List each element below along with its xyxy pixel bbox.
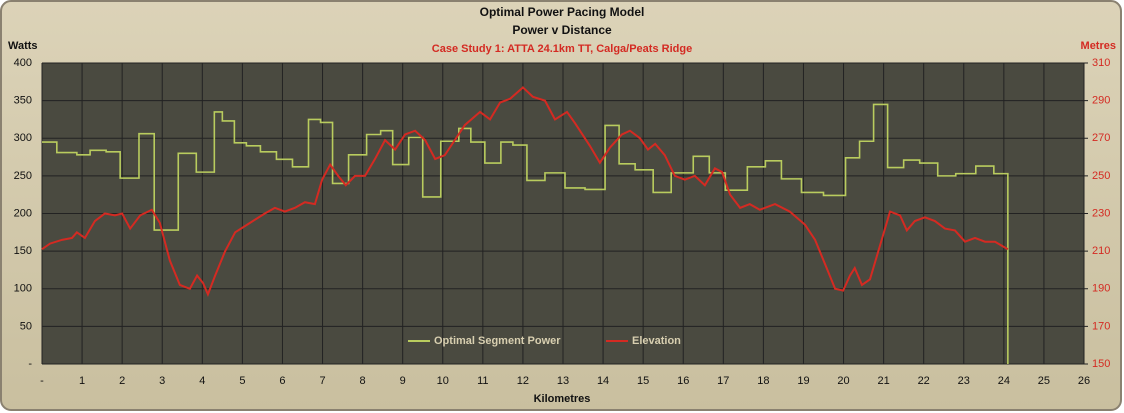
x-tick-label: 10 — [437, 375, 449, 387]
x-tick-label: 26 — [1078, 375, 1090, 387]
x-axis-label: Kilometres — [534, 393, 591, 405]
x-tick-label: 11 — [477, 375, 488, 387]
x-tick-label: 19 — [797, 375, 809, 387]
y2-tick-label: 210 — [1092, 245, 1110, 257]
x-tick-label: 7 — [319, 375, 325, 387]
y2-tick-label: 230 — [1092, 207, 1110, 219]
x-tick-label: 21 — [877, 375, 889, 387]
x-tick-label: 2 — [119, 375, 125, 387]
x-tick-label: 16 — [677, 375, 689, 387]
x-tick-label: 24 — [998, 375, 1010, 387]
x-tick-label: 17 — [717, 375, 729, 387]
y-tick-label: 50 — [20, 320, 32, 332]
x-tick-label: 13 — [557, 375, 569, 387]
chart-title: Optimal Power Pacing Model — [480, 5, 645, 19]
x-tick-label: 3 — [159, 375, 165, 387]
y-tick-label: 300 — [14, 132, 32, 144]
y-axis-label: Watts — [8, 40, 38, 52]
x-tick-label: 5 — [239, 375, 245, 387]
x-tick-label: 22 — [918, 375, 930, 387]
y-tick-label: 100 — [14, 283, 32, 295]
x-tick-label: 8 — [360, 375, 366, 387]
x-tick-label: 18 — [757, 375, 769, 387]
x-tick-label: - — [40, 375, 44, 387]
y2-tick-label: 250 — [1092, 170, 1110, 182]
series-line — [42, 103, 1009, 364]
y-tick-label: 400 — [14, 57, 32, 69]
legend-label: Elevation — [632, 335, 681, 347]
x-tick-label: 23 — [958, 375, 970, 387]
x-tick-label: 4 — [199, 375, 205, 387]
x-tick-label: 6 — [279, 375, 285, 387]
legend-label: Optimal Segment Power — [434, 335, 561, 347]
y2-tick-label: 190 — [1092, 283, 1110, 295]
x-tick-label: 12 — [517, 375, 529, 387]
y2-tick-label: 290 — [1092, 95, 1110, 107]
y-tick-label: 200 — [14, 207, 32, 219]
annotation: Case Study 1: ATTA 24.1km TT, Calga/Peat… — [432, 43, 692, 55]
x-tick-label: 20 — [837, 375, 849, 387]
x-tick-label: 25 — [1038, 375, 1050, 387]
y-tick-label: - — [28, 358, 32, 370]
y2-tick-label: 170 — [1092, 320, 1110, 332]
x-tick-label: 1 — [79, 375, 85, 387]
x-tick-label: 9 — [400, 375, 406, 387]
y2-tick-label: 270 — [1092, 132, 1110, 144]
series-line — [41, 86, 1009, 298]
y2-axis-label: Metres — [1081, 40, 1116, 52]
y-tick-label: 350 — [14, 95, 32, 107]
y-tick-label: 150 — [14, 245, 32, 257]
y2-tick-label: 150 — [1092, 358, 1110, 370]
chart-subtitle: Power v Distance — [512, 23, 612, 37]
x-tick-label: 14 — [597, 375, 609, 387]
x-tick-label: 15 — [637, 375, 649, 387]
y2-tick-label: 310 — [1092, 57, 1110, 69]
y-tick-label: 250 — [14, 170, 32, 182]
